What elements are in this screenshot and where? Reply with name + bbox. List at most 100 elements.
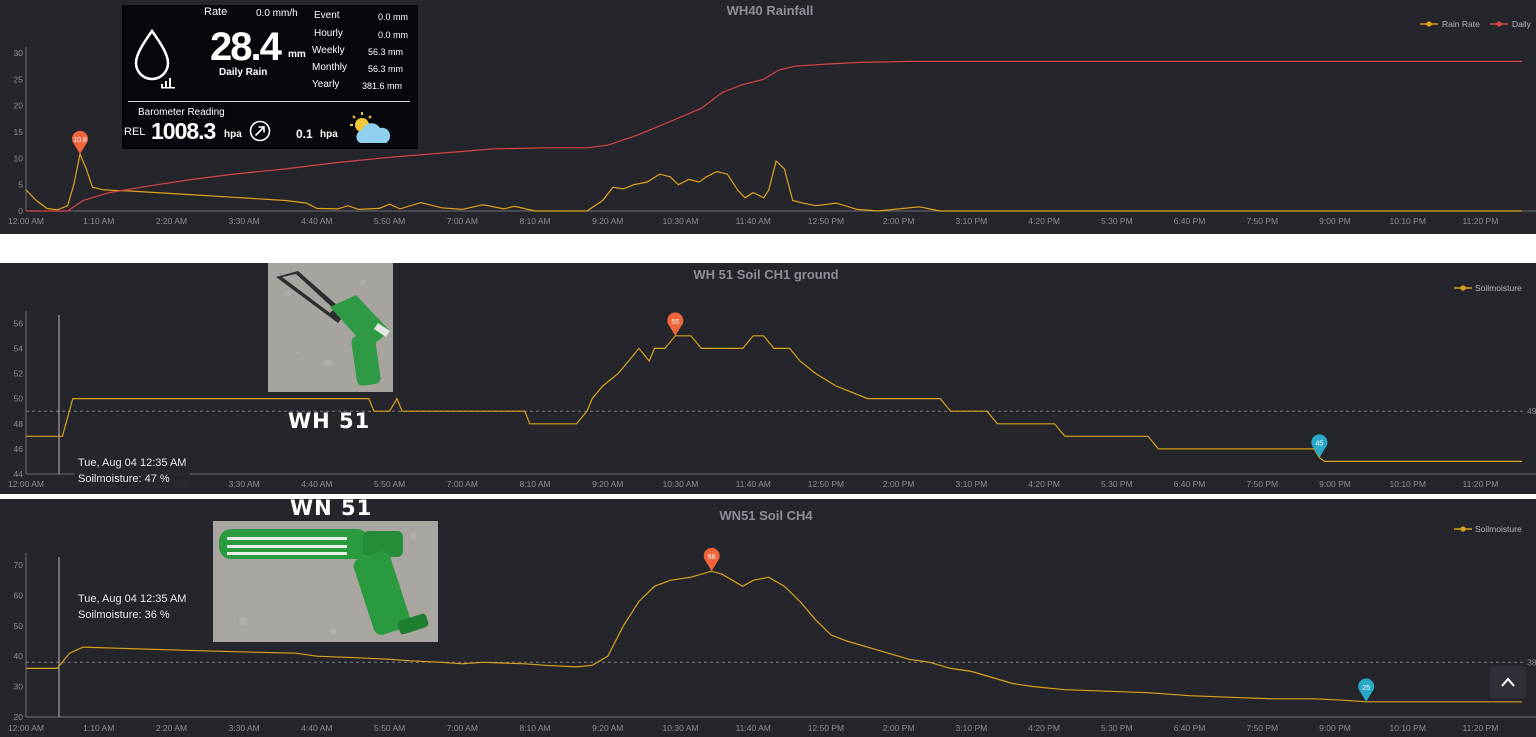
min-marker-pin[interactable]: 25 <box>1358 678 1375 702</box>
yearly-value: 381.6 mm <box>362 81 403 91</box>
series-line-soilmoisture[interactable] <box>26 335 1522 462</box>
wh51-label: WH 51 <box>288 409 371 433</box>
max-marker-pin[interactable]: 55 <box>667 312 684 336</box>
monthly-value: 56.3 mm <box>368 64 404 74</box>
x-tick-label: 4:40 AM <box>301 723 332 733</box>
soil-ch4-chart-panel: WN51 Soil CH4 Soilmoisture 20 30 40 50 60 70 1… <box>0 499 1536 737</box>
scroll-to-top-button[interactable] <box>1490 666 1526 698</box>
legend-item-rain-rate[interactable]: Rain Rate <box>1442 19 1480 29</box>
x-tick-label: 1:10 AM <box>83 216 114 226</box>
event-label: Event <box>314 10 340 21</box>
series-line-soilmoisture[interactable] <box>26 570 1522 703</box>
event-value: 0.0 mm <box>378 12 409 22</box>
x-tick-label: 9:00 PM <box>1319 479 1351 489</box>
daily-rain-unit: mm <box>288 49 306 60</box>
x-tick-label: 5:30 PM <box>1101 216 1133 226</box>
legend[interactable]: Soilmoisture <box>1454 524 1522 534</box>
partly-sunny-icon <box>350 112 391 143</box>
x-tick-label: 9:20 AM <box>592 723 623 733</box>
tooltip-value: Soilmoisture: 47 % <box>78 473 170 485</box>
y-tick-label: 60 <box>14 590 24 600</box>
daily-rain-caption: Daily Rain <box>219 67 268 78</box>
x-tick-label: 10:10 PM <box>1390 479 1426 489</box>
svg-text:55: 55 <box>671 319 679 326</box>
chart-title: WN51 Soil CH4 <box>719 508 813 523</box>
rainfall-chart: WH40 Rainfall Rain Rate Daily 0 5 10 15 20 25… <box>8 3 1536 226</box>
rel-label: REL <box>124 126 146 138</box>
x-tick-label: 8:10 AM <box>519 723 550 733</box>
legend-item-soilmoisture[interactable]: Soilmoisture <box>1475 283 1522 293</box>
legend-item-daily[interactable]: Daily <box>1512 19 1532 29</box>
x-tick-label: 3:30 AM <box>229 479 260 489</box>
y-tick-label: 15 <box>14 127 24 137</box>
chevron-up-icon <box>1501 677 1515 687</box>
x-tick-label: 9:20 AM <box>592 479 623 489</box>
trend-arrow-icon <box>249 120 271 142</box>
legend[interactable]: Rain Rate Daily <box>1420 19 1532 29</box>
min-marker-pin[interactable]: 45 <box>1311 434 1328 458</box>
chart-tooltip: Tue, Aug 04 12:35 AM Soilmoisture: 36 % <box>74 589 191 625</box>
wh51-sensor-photo <box>268 263 393 392</box>
y-tick-label: 54 <box>14 343 24 353</box>
hourly-value: 0.0 mm <box>378 30 409 40</box>
y-tick-label: 48 <box>14 419 24 429</box>
y-tick-label: 0 <box>18 206 23 216</box>
y-tick-label: 52 <box>14 369 24 379</box>
x-tick-label: 11:40 AM <box>736 723 771 733</box>
soil-ch1-chart-panel: WH 51 Soil CH1 ground Soilmoisture 44 46 4… <box>0 263 1536 494</box>
legend-item-soilmoisture[interactable]: Soilmoisture <box>1475 524 1522 534</box>
legend[interactable]: Soilmoisture <box>1454 283 1522 293</box>
x-tick-label: 10:30 AM <box>663 216 699 226</box>
x-tick-label: 12:00 AM <box>8 216 44 226</box>
x-tick-label: 9:00 PM <box>1319 216 1351 226</box>
barometer-value: 1008.3 <box>151 118 216 144</box>
x-tick-label: 4:20 PM <box>1028 723 1060 733</box>
x-tick-label: 10:10 PM <box>1390 723 1426 733</box>
y-tick-label: 20 <box>14 101 24 111</box>
x-tick-label: 2:00 PM <box>883 723 915 733</box>
y-tick-label: 30 <box>14 682 24 692</box>
divider <box>128 101 410 102</box>
svg-text:25: 25 <box>1362 685 1370 692</box>
series-line-rain-rate[interactable] <box>25 152 1522 212</box>
x-tick-label: 2:00 PM <box>883 216 915 226</box>
y-tick-label: 56 <box>14 318 24 328</box>
x-tick-label: 9:20 AM <box>592 216 623 226</box>
y-tick-label: 44 <box>14 469 24 479</box>
y-tick-label: 50 <box>14 621 24 631</box>
series-line-daily[interactable] <box>26 60 1522 212</box>
x-tick-label: 10:30 AM <box>663 479 699 489</box>
x-tick-label: 11:20 PM <box>1463 723 1499 733</box>
max-marker-pin[interactable]: 68 <box>703 547 720 572</box>
signal-icon <box>161 78 175 89</box>
tooltip-time: Tue, Aug 04 12:35 AM <box>78 593 187 605</box>
svg-text:45: 45 <box>1316 441 1324 448</box>
tooltip-value: Soilmoisture: 36 % <box>78 609 170 621</box>
svg-text:10.8: 10.8 <box>73 137 87 144</box>
max-marker-pin[interactable]: 10.8 <box>72 130 89 155</box>
x-tick-label: 5:30 PM <box>1101 479 1133 489</box>
x-tick-label: 11:20 PM <box>1463 216 1499 226</box>
y-tick-label: 10 <box>14 153 24 163</box>
x-tick-label: 3:10 PM <box>956 216 988 226</box>
x-tick-label: 11:40 AM <box>736 479 771 489</box>
x-tick-label: 6:40 PM <box>1174 216 1206 226</box>
barometer-caption: Barometer Reading <box>138 107 225 118</box>
x-tick-label: 1:10 AM <box>83 723 114 733</box>
rate-value: 0.0 mm/h <box>256 8 298 19</box>
x-tick-label: 4:40 AM <box>301 479 332 489</box>
y-tick-label: 70 <box>14 560 24 570</box>
x-tick-label: 10:30 AM <box>663 723 699 733</box>
y-tick-label: 46 <box>14 444 24 454</box>
barometer-unit: hpa <box>224 129 242 140</box>
average-label: 49 <box>1527 406 1536 416</box>
trend-unit: hpa <box>320 129 338 140</box>
x-tick-label: 3:10 PM <box>956 723 988 733</box>
x-tick-label: 12:50 PM <box>808 216 844 226</box>
x-tick-label: 5:50 AM <box>374 216 405 226</box>
x-tick-label: 2:20 AM <box>156 216 187 226</box>
x-tick-label: 12:50 PM <box>808 479 844 489</box>
x-tick-label: 4:20 PM <box>1028 479 1060 489</box>
monthly-label: Monthly <box>312 62 348 73</box>
x-tick-label: 3:10 PM <box>956 479 988 489</box>
